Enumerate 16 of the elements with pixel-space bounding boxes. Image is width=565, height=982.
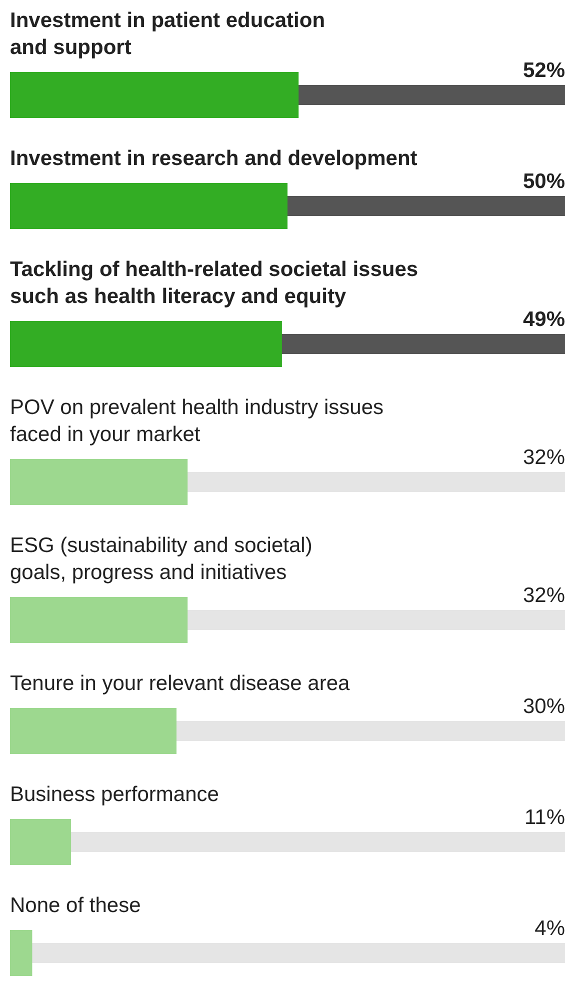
data-label: 4% bbox=[534, 917, 565, 940]
data-label: 11% bbox=[524, 806, 565, 829]
data-label: 32% bbox=[522, 446, 565, 469]
y-tick-label: Tackling of health-related societal issues such as health literacy and equity bbox=[10, 258, 418, 308]
y-tick-label: Tenure in your relevant disease area bbox=[10, 672, 350, 695]
y-tick-label: Investment in patient education and support bbox=[10, 9, 326, 59]
data-label: 50% bbox=[522, 170, 565, 193]
data-label: 52% bbox=[522, 59, 565, 82]
y-tick-label: POV on prevalent health industry issues faced in your market bbox=[10, 396, 384, 446]
data-label: 30% bbox=[522, 695, 565, 718]
data-label: 49% bbox=[522, 308, 565, 331]
y-tick-label: Investment in research and development bbox=[10, 147, 418, 170]
y-tick-label: ESG (sustainability and societal) goals, progress and initiatives bbox=[10, 534, 312, 584]
data-label: 32% bbox=[522, 584, 565, 607]
y-tick-label: Business performance bbox=[10, 783, 219, 806]
y-tick-label: None of these bbox=[10, 894, 141, 917]
